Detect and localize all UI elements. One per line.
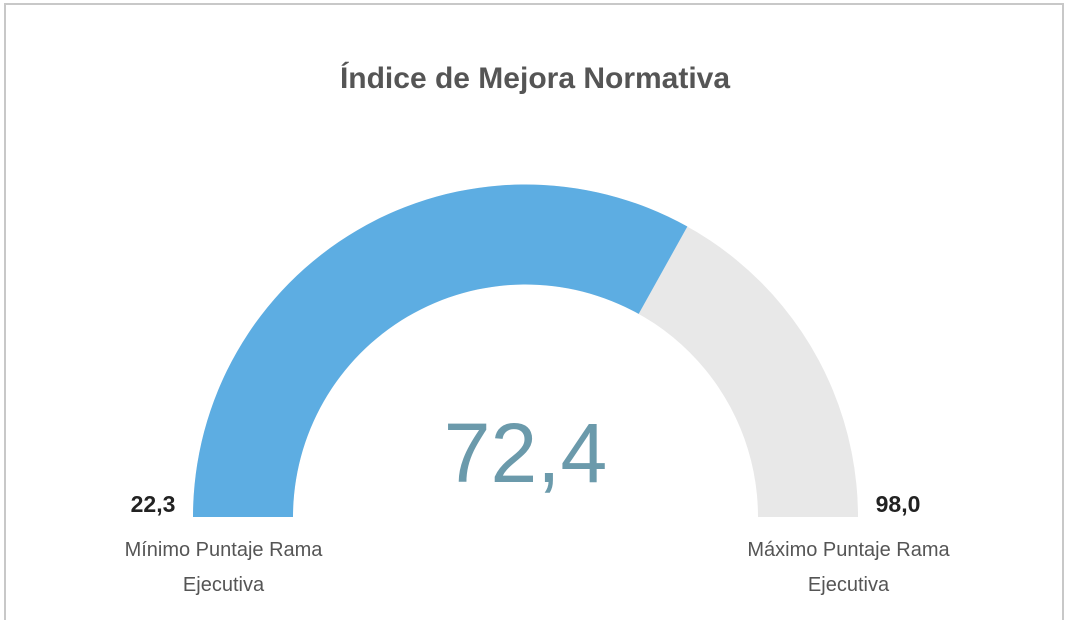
min-caption: Mínimo Puntaje Rama Ejecutiva	[124, 539, 323, 596]
frame	[4, 3, 1064, 620]
gauge-value	[193, 184, 688, 517]
chart-title: Índice de Mejora Normativa	[340, 61, 730, 95]
max-caption: Máximo Puntaje Rama Ejecutiva	[747, 539, 950, 596]
gauge-limit-label: 98,0	[876, 491, 921, 517]
gauge-value-label: 72,4	[444, 406, 608, 500]
gauge-limit-label: 22,3	[131, 491, 176, 517]
